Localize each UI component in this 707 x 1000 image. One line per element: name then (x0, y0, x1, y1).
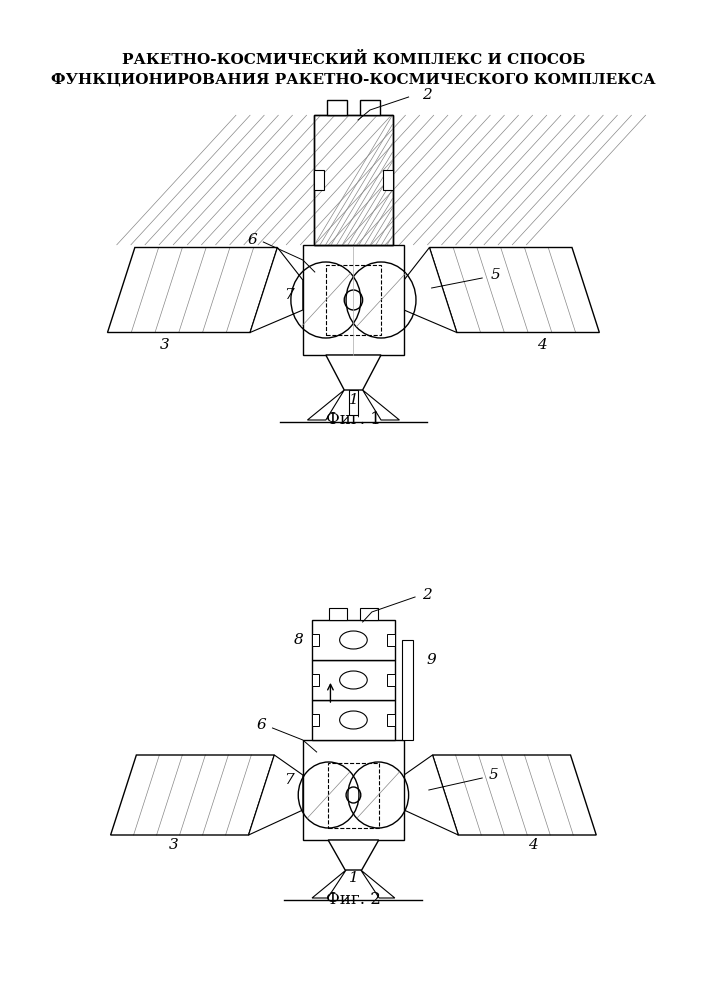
Bar (387, 674, 395, 686)
Polygon shape (404, 247, 457, 332)
Bar (315, 170, 324, 190)
Text: 5: 5 (491, 268, 501, 282)
Text: Фиг. 1: Фиг. 1 (326, 412, 381, 428)
Bar (360, 608, 378, 620)
Bar (312, 620, 395, 660)
Text: 7: 7 (284, 773, 294, 787)
Bar (315, 115, 392, 245)
Bar (326, 265, 381, 335)
Bar (315, 115, 392, 245)
Bar (312, 700, 395, 740)
Bar (312, 660, 395, 700)
Bar (315, 115, 392, 245)
Bar (329, 608, 347, 620)
Text: ФУНКЦИОНИРОВАНИЯ РАКЕТНО-КОСМИЧЕСКОГО КОМПЛЕКСА: ФУНКЦИОНИРОВАНИЯ РАКЕТНО-КОСМИЧЕСКОГО КО… (51, 73, 655, 87)
Text: РАКЕТНО-КОСМИЧЕСКИЙ КОМПЛЕКС И СПОСОБ: РАКЕТНО-КОСМИЧЕСКИЙ КОМПЛЕКС И СПОСОБ (122, 52, 585, 68)
Polygon shape (308, 390, 344, 420)
Text: 1: 1 (349, 393, 358, 407)
Bar (387, 634, 395, 646)
Bar (402, 640, 413, 740)
Bar (327, 100, 347, 115)
Bar (383, 170, 392, 190)
Polygon shape (250, 247, 303, 332)
Text: 4: 4 (528, 838, 537, 852)
Bar (312, 714, 320, 726)
Text: 6: 6 (257, 718, 267, 732)
Bar (303, 245, 404, 355)
Bar (303, 740, 404, 840)
Text: 3: 3 (160, 338, 170, 352)
Polygon shape (328, 840, 379, 870)
Bar (360, 100, 380, 115)
Text: Фиг. 2: Фиг. 2 (326, 892, 381, 908)
Polygon shape (249, 755, 303, 835)
Bar (387, 714, 395, 726)
Text: 9: 9 (427, 653, 436, 667)
Polygon shape (312, 870, 346, 898)
Text: 8: 8 (293, 633, 303, 647)
Text: 2: 2 (422, 588, 432, 602)
Bar (312, 634, 320, 646)
Text: 7: 7 (284, 288, 294, 302)
Text: 6: 6 (247, 233, 257, 247)
Polygon shape (404, 755, 458, 835)
Bar (312, 674, 320, 686)
Text: 1: 1 (349, 871, 358, 885)
Polygon shape (361, 870, 395, 898)
Polygon shape (326, 355, 381, 390)
Text: 3: 3 (169, 838, 179, 852)
Text: 4: 4 (537, 338, 547, 352)
Text: 5: 5 (489, 768, 498, 782)
Bar (328, 762, 379, 828)
Polygon shape (363, 390, 399, 420)
Polygon shape (349, 390, 358, 415)
Text: 2: 2 (422, 88, 432, 102)
